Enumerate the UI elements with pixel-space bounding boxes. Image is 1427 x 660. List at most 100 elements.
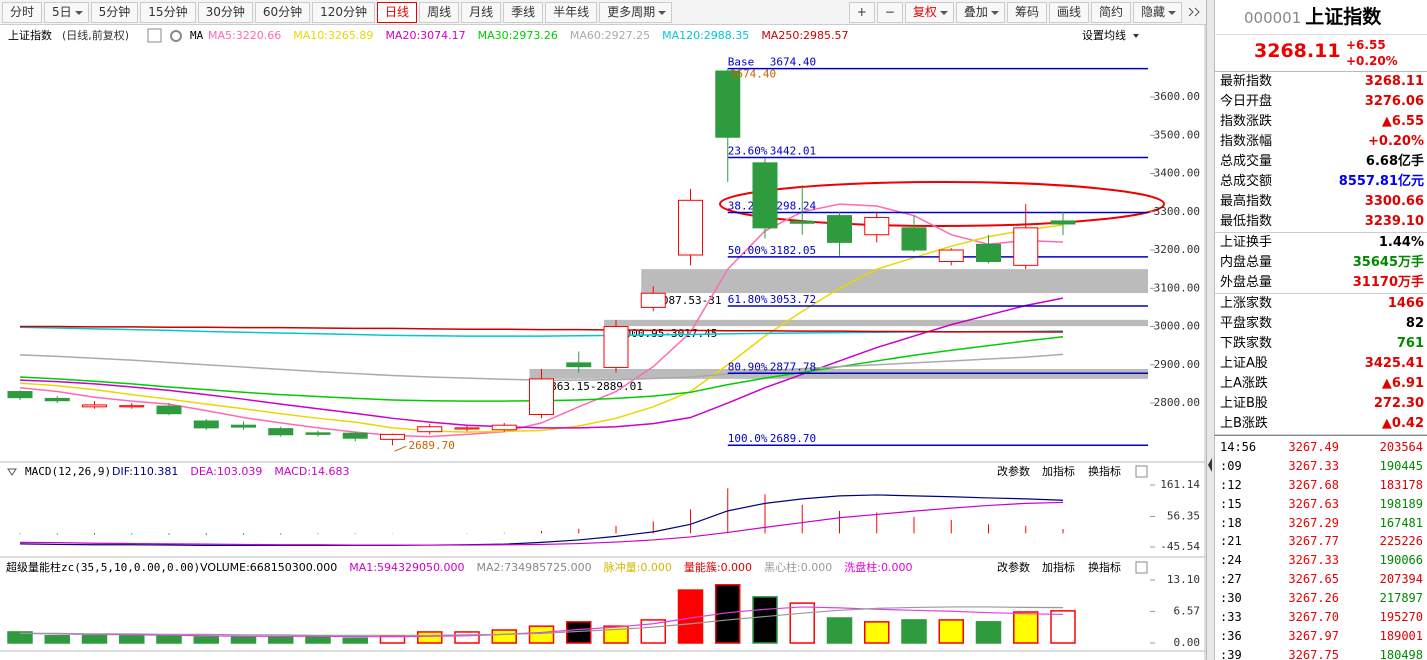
- panel-button[interactable]: 加指标: [1042, 464, 1075, 478]
- quote-row: 下跌家数 761: [1214, 334, 1427, 354]
- tick-volume: 183178: [1379, 477, 1423, 492]
- chart-bg: [0, 25, 1205, 660]
- quote-label: 总成交额: [1220, 174, 1273, 189]
- quote-value: 272.30: [1373, 396, 1424, 411]
- quote-row: 上证A股 3425.41: [1214, 354, 1427, 374]
- quote-row: 今日开盘 3276.06: [1214, 92, 1427, 112]
- tool-button[interactable]: 隐藏: [1132, 2, 1182, 23]
- candle-body: [827, 215, 852, 243]
- gear-icon[interactable]: [170, 30, 182, 42]
- tick-price: 3267.33: [1288, 458, 1339, 473]
- fib-pct: Base: [728, 56, 755, 69]
- y-tick-label: 2800.00: [1154, 396, 1200, 409]
- panel-button[interactable]: 换指标: [1088, 464, 1121, 478]
- volume-bar: [491, 629, 517, 644]
- quote-row: 总成交量 6.68亿手: [1214, 152, 1427, 172]
- volume-bar: [901, 619, 927, 644]
- gap-label: 2863.15-2889.01: [544, 380, 643, 393]
- period-tab[interactable]: 季线: [503, 2, 544, 23]
- candle-body: [640, 292, 666, 308]
- gap-band: [641, 269, 1148, 294]
- panel-close-icon[interactable]: [1135, 465, 1148, 478]
- tick-volume: 198189: [1379, 496, 1423, 511]
- quote-header: 000001 上证指数: [1214, 0, 1427, 35]
- quote-label: 平盘家数: [1220, 316, 1273, 331]
- quote-label: 上证A股: [1220, 356, 1268, 371]
- panel-button[interactable]: 改参数: [997, 464, 1030, 478]
- period-tab[interactable]: 周线: [419, 2, 460, 23]
- tick-price: 3267.77: [1288, 534, 1339, 549]
- y-tick-label: 3600.00: [1154, 90, 1200, 103]
- tool-button[interactable]: +: [848, 2, 875, 23]
- ma-line: [19, 297, 1064, 429]
- period-tab[interactable]: 日线: [377, 2, 418, 23]
- quote-value: 1.44%: [1378, 235, 1424, 250]
- period-tab[interactable]: 月线: [461, 2, 502, 23]
- quote-label: 最新指数: [1220, 74, 1273, 89]
- tick-price: 3267.63: [1288, 496, 1339, 511]
- tick-volume: 195270: [1379, 610, 1423, 625]
- candle-body: [380, 433, 405, 440]
- period-tab[interactable]: 5分钟: [90, 2, 139, 23]
- fib-value: 3182.05: [770, 244, 816, 257]
- indicator-legend: MA1:594329050.000: [349, 561, 464, 574]
- panel-close-icon[interactable]: [1135, 561, 1148, 574]
- period-tab[interactable]: 15分钟: [140, 2, 196, 23]
- candle-body: [603, 326, 629, 368]
- candle-body: [268, 428, 294, 436]
- volume-ma-line: [20, 606, 1064, 636]
- period-tab[interactable]: 60分钟: [254, 2, 311, 23]
- side-handle[interactable]: [1206, 0, 1215, 660]
- y-tick-label: 3500.00: [1154, 128, 1200, 141]
- ma-legend: MA250:2985.57: [761, 29, 848, 42]
- quote-row: 外盘总量 31170万手: [1214, 273, 1427, 294]
- panel-button[interactable]: 改参数: [997, 560, 1030, 574]
- quote-value: ▲6.91: [1381, 376, 1424, 391]
- period-tab[interactable]: 更多周期: [599, 2, 673, 23]
- quote-label: 上B涨跌: [1220, 416, 1268, 431]
- indicator-legend: MACD:14.683: [274, 465, 349, 478]
- settings-button[interactable]: 设置均线: [1082, 28, 1126, 42]
- ma-legend: MA10:3265.89: [293, 29, 373, 42]
- fib-value: 2877.78: [770, 360, 816, 373]
- tick-row: 14:56 3267.49 203564: [1214, 438, 1427, 457]
- candle-body: [752, 162, 778, 229]
- quote-value: 82: [1405, 316, 1424, 331]
- indicator-legend: MA2:734985725.000: [476, 561, 591, 574]
- price-change: +6.55: [1346, 38, 1386, 52]
- fib-value: 2689.70: [770, 432, 816, 445]
- fib-pct: 80.90%: [728, 360, 768, 373]
- tool-button[interactable]: 筹码: [1006, 2, 1047, 23]
- period-tab[interactable]: 30分钟: [197, 2, 253, 23]
- expand-icon[interactable]: [1185, 3, 1203, 21]
- period-tabs: 分时 5日 5分钟 15分钟 30分钟 60分钟 120分钟 日线 周线 月线 季线 半年线 更多周期: [2, 2, 673, 23]
- tool-button[interactable]: −: [876, 2, 903, 23]
- panel-button[interactable]: 换指标: [1088, 560, 1121, 574]
- tool-button[interactable]: 画线: [1048, 2, 1089, 23]
- candle-body: [529, 378, 554, 415]
- quote-row: 上证换手 1.44%: [1214, 233, 1427, 253]
- quote-value: 35645万手: [1352, 255, 1424, 270]
- candle-body: [1013, 227, 1039, 266]
- volume-bar: [119, 635, 145, 644]
- high-label: 3674.40: [730, 68, 776, 81]
- tick-row: :09 3267.33 190445: [1214, 457, 1427, 476]
- y-tick-label: 0.00: [1174, 636, 1201, 649]
- y-tick-label: 3300.00: [1154, 205, 1200, 218]
- period-tab[interactable]: 分时: [2, 2, 43, 23]
- period-tab[interactable]: 120分钟: [312, 2, 376, 23]
- panel-button[interactable]: 加指标: [1042, 560, 1075, 574]
- period-tab[interactable]: 5日: [44, 2, 89, 23]
- tool-button[interactable]: 叠加: [955, 2, 1005, 23]
- quote-label: 最低指数: [1220, 214, 1273, 229]
- gap-label: 3087.53-31: [655, 294, 721, 307]
- quote-label: 内盘总量: [1220, 255, 1273, 270]
- y-tick-label: 3100.00: [1154, 281, 1200, 294]
- tool-button[interactable]: 简约: [1090, 2, 1131, 23]
- tool-button[interactable]: 复权: [904, 2, 954, 23]
- tick-volume: 190445: [1379, 458, 1423, 473]
- volume-bar: [640, 619, 666, 644]
- help-icon[interactable]: [147, 28, 162, 43]
- tick-list: 14:56 3267.49 203564:09 3267.33 190445:12 326…: [1214, 435, 1427, 660]
- period-tab[interactable]: 半年线: [545, 2, 598, 23]
